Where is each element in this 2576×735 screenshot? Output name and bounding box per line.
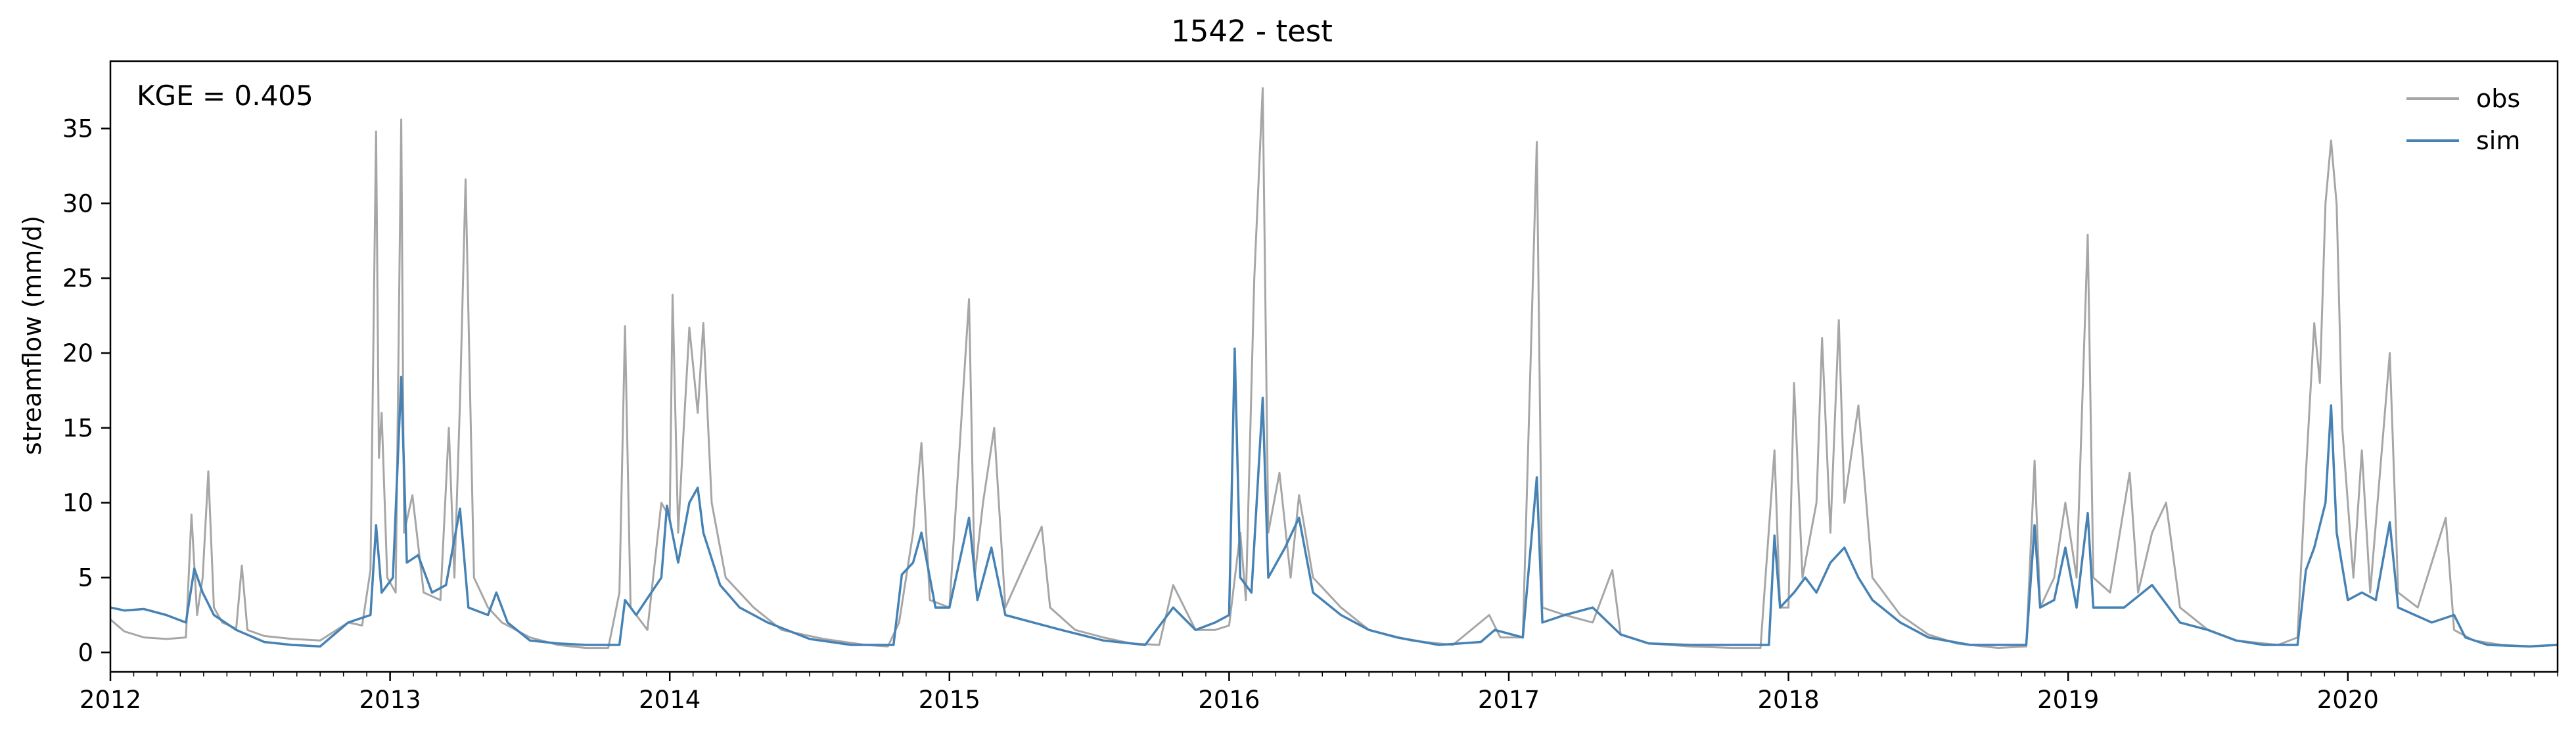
x-tick-label: 2017 [1478, 686, 1540, 714]
legend: obs sim [2406, 84, 2520, 155]
x-tick-label: 2016 [1198, 686, 1260, 714]
x-tick-label: 2019 [2037, 686, 2099, 714]
y-tick-label: 15 [62, 414, 93, 442]
y-tick-label: 30 [62, 189, 93, 218]
y-axis: 0 5 10 15 20 25 30 35 [62, 114, 110, 667]
plot-frame [109, 60, 2559, 673]
series-line-obs [110, 87, 2558, 650]
x-tick-label: 2014 [639, 686, 701, 714]
plot-area: 2012 2013 2014 2015 2016 2017 2018 2019 2020 051… [62, 60, 2559, 714]
y-tick-label: 0 [78, 638, 93, 667]
x-tick-label: 2013 [359, 686, 421, 714]
y-axis-label: streamflow (mm/d) [18, 216, 47, 455]
x-tick-label: 2015 [919, 686, 980, 714]
x-tick-label: 2020 [2317, 686, 2379, 714]
y-tick-label: 20 [62, 339, 93, 368]
legend-label-sim: sim [2476, 126, 2520, 155]
chart-title: 1542 - test [1171, 14, 1333, 49]
x-axis: 2012 2013 2014 2015 2016 2017 2018 2019 2020 [80, 672, 2558, 714]
y-tick-label: 35 [62, 114, 93, 143]
legend-label-obs: obs [2476, 84, 2520, 113]
series-layer [110, 87, 2558, 650]
y-tick-label: 25 [62, 264, 93, 293]
y-tick-label: 5 [78, 564, 93, 592]
y-tick-label: 10 [62, 489, 93, 517]
x-tick-label: 2012 [80, 686, 141, 714]
x-tick-label: 2018 [1758, 686, 1820, 714]
kge-annotation: KGE = 0.405 [137, 80, 313, 112]
series-line-sim [110, 347, 2558, 648]
